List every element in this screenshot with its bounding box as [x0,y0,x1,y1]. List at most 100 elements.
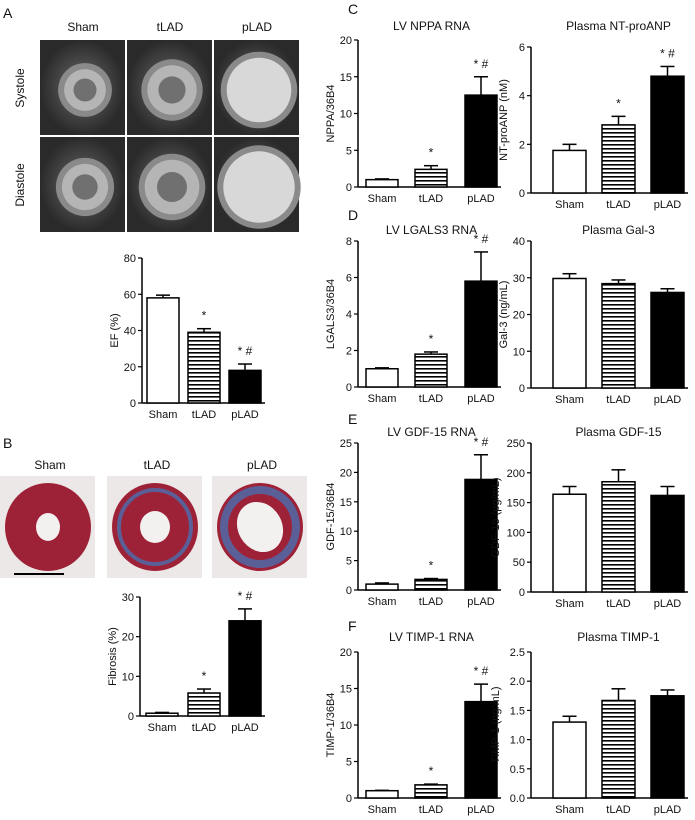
x-tick-label: pLAD [654,598,682,610]
x-tick-label: Sham [555,394,584,406]
x-tick-label: pLAD [467,596,495,608]
histology-column-label: Sham [34,458,65,472]
y-tick-label: 15 [340,684,352,696]
panel-letter: F [348,618,357,634]
x-tick-label: tLAD [419,393,444,405]
significance-marker: * [616,96,621,110]
bar-plad [650,695,685,799]
y-axis-label: NPPA/36B4 [325,85,337,143]
y-tick-label: 5 [346,556,352,568]
bar-plad [650,291,685,389]
bar-tlad [187,692,221,717]
y-tick-label: 0.0 [510,793,525,805]
mri-image [40,40,125,135]
x-tick-label: pLAD [654,199,682,211]
y-tick-label: 0 [519,587,525,599]
bar-plad [464,94,498,188]
bar-plad [464,700,498,799]
bar-tlad [601,699,636,799]
y-axis-label: Gal-3 (ng/mL) [498,281,510,349]
y-tick-label: 20 [124,362,136,374]
y-tick-label: 100 [507,527,525,539]
significance-marker: * # [474,664,489,678]
x-tick-label: tLAD [192,409,217,421]
mri-image [214,40,299,135]
bar-chart: 0 5 10 15 20 NPPA/36B4 LV NPPA RNA Sham tLAD * pLA… [325,19,501,205]
bar-sham [365,583,399,591]
y-tick-label: 10 [122,671,134,683]
chart-title: LV TIMP-1 RNA [389,630,474,644]
x-tick-label: pLAD [467,193,495,205]
y-tick-label: 0 [346,793,352,805]
y-tick-label: 20 [340,35,352,47]
bar-sham [146,297,180,404]
y-tick-label: 0 [346,585,352,597]
histology-image [107,476,202,578]
bar-tlad [187,331,221,404]
y-tick-label: 2.5 [510,647,525,659]
bar-sham [365,789,399,799]
y-axis-label: GDF-15/36B4 [325,483,337,551]
bar-tlad [414,784,448,799]
histology-image-row: Sham tLAD pLAD [0,458,307,578]
significance-marker: * # [238,344,253,358]
bar-sham [552,277,587,389]
bar-sham [552,493,587,593]
bar-tlad [414,168,448,188]
significance-marker: * [202,309,207,323]
chart-title: LV LGALS3 RNA [386,223,477,237]
significance-marker: * # [474,232,489,246]
y-axis-label: EF (%) [109,313,121,347]
significance-marker: * [429,764,434,778]
chart-title: Plasma Gal-3 [582,223,655,237]
y-tick-label: 2 [346,346,352,358]
y-tick-label: 10 [340,526,352,538]
y-tick-label: 20 [513,310,525,322]
bar-chart: 0.0 0.5 1.0 1.5 2.0 2.5 TIMP-1 (ng/mL) Plasma T… [490,630,688,816]
bar-tlad [601,124,636,194]
x-tick-label: pLAD [467,804,495,816]
bar-plad [228,620,262,717]
bar-chart: 0 10 20 30 40 Gal-3 (ng/mL) Plasma Gal-3 Sham tL… [498,223,688,406]
mri-image [127,137,212,232]
y-tick-label: 2.0 [510,676,525,688]
histology-column-label: pLAD [247,458,277,472]
bar-sham [365,178,399,188]
y-tick-label: 20 [340,467,352,479]
y-tick-label: 0 [519,383,525,395]
y-tick-label: 10 [340,109,352,121]
bar-tlad [601,282,636,389]
chart-title: Plasma GDF-15 [575,425,661,439]
y-tick-label: 6 [519,42,525,54]
y-tick-label: 4 [346,309,352,321]
y-tick-label: 10 [513,346,525,358]
panel-letter: B [3,435,12,451]
x-tick-label: tLAD [419,804,444,816]
y-axis-label: TIMP-1 (ng/mL) [490,686,502,763]
y-tick-label: 0 [346,382,352,394]
chart-title: Plasma NT-proANP [566,19,671,33]
x-tick-label: tLAD [192,722,217,734]
bar-chart: 0 5 10 15 20 TIMP-1/36B4 LV TIMP-1 RNA Sham tLAD… [325,630,501,816]
x-tick-label: Sham [149,409,178,421]
mri-image-grid: Sham tLAD pLAD Systole Diastole [13,20,301,232]
mri-row-label: Diastole [13,163,27,207]
x-tick-label: tLAD [606,804,631,816]
significance-marker: * [429,146,434,160]
bar-chart: 0 50 100 150 200 250 GDF-15 (pg/mL) Plasma GDF-… [490,425,688,610]
y-tick-label: 50 [513,557,525,569]
x-tick-label: Sham [555,598,584,610]
mri-column-label: Sham [67,20,98,34]
x-tick-label: Sham [148,722,177,734]
mri-image [127,40,212,135]
y-tick-label: 20 [122,632,134,644]
bar-sham [552,721,587,799]
y-tick-label: 0 [346,182,352,194]
y-axis-label: Fibrosis (%) [107,627,119,686]
chart-title: LV GDF-15 RNA [387,425,475,439]
bar-tlad [601,480,636,593]
bar-sham [365,368,399,388]
bar-chart: 0 10 20 30 Fibrosis (%) Sham tLAD * pLAD * # [107,589,265,734]
x-tick-label: pLAD [654,394,682,406]
